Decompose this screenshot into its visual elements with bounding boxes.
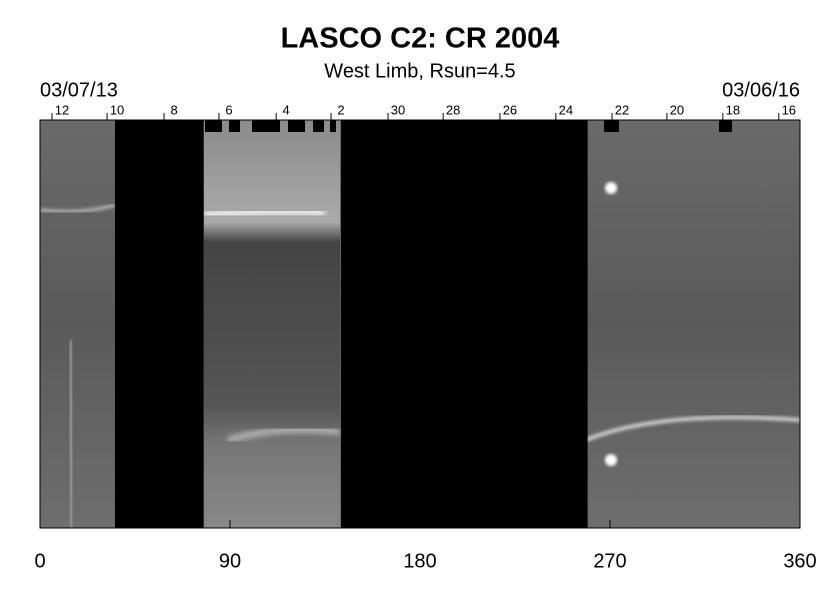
x-tick-label: 180 [403, 550, 436, 572]
top-tick-label: 16 [782, 102, 796, 117]
top-tick-label: 10 [110, 102, 124, 117]
x-tick-label: 0 [34, 550, 45, 572]
top-tick-label: 24 [559, 102, 573, 117]
top-tick-label: 8 [170, 102, 177, 117]
end-date: 03/06/16 [722, 79, 800, 101]
top-tick-label: 30 [391, 102, 405, 117]
data-gap [341, 120, 588, 528]
top-tick-label: 22 [615, 102, 629, 117]
x-tick-label: 270 [593, 550, 626, 572]
top-tick-label: 20 [670, 102, 684, 117]
top-tick-label: 28 [446, 102, 460, 117]
top-tick-label: 2 [337, 102, 344, 117]
top-tick-label: 4 [283, 102, 290, 117]
chart-title: LASCO C2: CR 2004 [281, 23, 560, 55]
top-tick-label: 6 [225, 102, 232, 117]
x-tick-label: 90 [219, 550, 241, 572]
top-tick-label: 18 [726, 102, 740, 117]
start-date: 03/07/13 [40, 79, 118, 101]
x-tick-label: 360 [783, 550, 816, 572]
data-gap [114, 120, 204, 528]
chart-subtitle: West Limb, Rsun=4.5 [324, 60, 515, 82]
top-tick-label: 26 [503, 102, 517, 117]
top-tick-label: 12 [55, 102, 69, 117]
